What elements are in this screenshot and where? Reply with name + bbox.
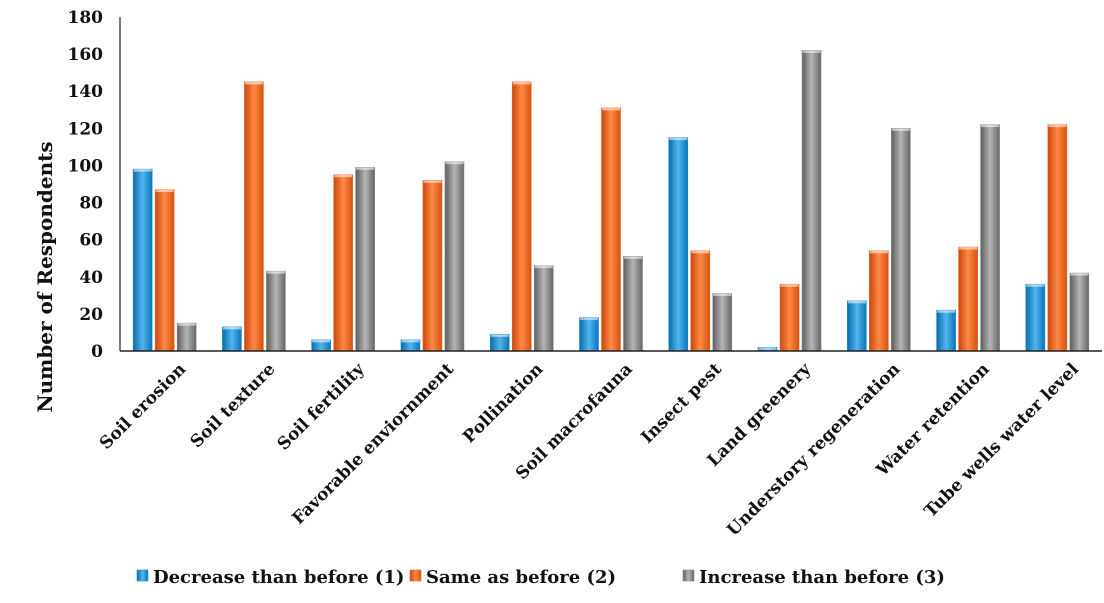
bar-series-2-11	[1047, 124, 1068, 352]
legend-label: Same as before (2)	[426, 567, 616, 588]
bar-series-1-9	[847, 300, 867, 352]
bar-highlight	[356, 167, 375, 170]
bar-series-2-4	[422, 179, 443, 352]
bar-highlight	[691, 250, 710, 254]
bar-series-3-9	[891, 128, 911, 352]
bar-series-3-7	[712, 293, 733, 352]
y-axis-ticks: 0 20 40 60 80 100 120 140 160 180	[68, 8, 104, 362]
category-label: Soil fertility	[274, 359, 370, 455]
bar-series-2-2	[244, 81, 264, 352]
bar-series-3-11	[1069, 272, 1090, 352]
bar-highlight	[802, 50, 821, 53]
category-label: Favorable enviornment	[289, 359, 459, 529]
bar-highlight	[1026, 284, 1045, 287]
bar-highlight	[177, 323, 196, 326]
bar-highlight	[244, 81, 263, 85]
bar-series-2-5	[511, 81, 532, 352]
legend: Decrease than before (1) Same as before (…	[136, 567, 945, 588]
bar-highlight	[959, 247, 978, 250]
bar-series-2-8	[779, 283, 800, 352]
bar-series-1-10	[936, 309, 956, 352]
bar-highlight	[780, 284, 799, 287]
bar-highlight	[937, 310, 956, 313]
bar-highlight	[1048, 124, 1067, 128]
y-tick-label: 180	[68, 8, 104, 28]
bar-series-3-5	[533, 265, 554, 352]
category-label: Insect pest	[637, 359, 725, 447]
bar-highlight	[602, 107, 620, 111]
bar-series-1-7	[668, 137, 689, 352]
y-tick-label: 140	[68, 82, 104, 102]
y-tick-label: 120	[68, 119, 104, 139]
category-label: Understory regeneration	[723, 359, 904, 540]
y-tick-label: 20	[79, 305, 103, 325]
y-tick-label: 80	[79, 194, 103, 214]
bars	[132, 50, 1090, 352]
bar-series-2-6	[601, 107, 621, 352]
bar-highlight	[891, 128, 910, 131]
legend-label: Decrease than before (1)	[153, 567, 404, 588]
bar-highlight	[490, 334, 509, 337]
bar-highlight	[512, 81, 531, 85]
y-tick-label: 160	[68, 45, 104, 65]
bar-highlight	[133, 169, 152, 172]
bar-highlight	[445, 161, 464, 165]
bar-highlight	[758, 347, 777, 350]
bar-highlight	[869, 250, 888, 254]
bar-series-1-11	[1025, 283, 1046, 352]
bar-series-2-3	[333, 174, 353, 352]
bar-series-3-2	[266, 270, 286, 352]
bar-series-3-10	[980, 124, 1000, 352]
legend-swatch	[136, 569, 149, 582]
legend-label: Increase than before (3)	[699, 567, 945, 588]
bar-highlight	[624, 256, 642, 259]
bar-series-2-9	[869, 250, 889, 352]
bar-series-1-5	[489, 333, 510, 352]
bar-highlight	[312, 339, 331, 343]
bar-highlight	[423, 180, 442, 183]
bar-highlight	[155, 189, 174, 193]
bar-series-1-2	[222, 326, 242, 352]
bar-series-3-1	[176, 322, 197, 352]
legend-swatch	[682, 569, 695, 582]
bar-highlight	[580, 317, 598, 321]
y-axis-title: Number of Respondents	[33, 141, 57, 412]
category-label: Pollination	[459, 359, 547, 447]
bar-highlight	[534, 265, 553, 269]
bar-series-2-1	[154, 189, 175, 352]
category-label: Tube wells water level	[921, 359, 1084, 522]
bar-highlight	[334, 174, 353, 178]
bar-highlight	[847, 300, 866, 304]
bar-highlight	[401, 339, 420, 343]
bar-series-2-10	[958, 246, 978, 352]
bar-series-1-6	[579, 317, 599, 352]
bar-series-3-6	[623, 256, 643, 352]
y-tick-label: 40	[79, 268, 103, 288]
y-tick-label: 100	[68, 156, 104, 176]
bar-series-3-4	[444, 161, 465, 352]
bar-series-2-7	[690, 250, 711, 352]
bar-series-3-8	[801, 50, 822, 352]
bar-highlight	[981, 124, 1000, 128]
bar-highlight	[1070, 273, 1089, 276]
bar-highlight	[669, 137, 688, 141]
bar-highlight	[222, 326, 241, 330]
category-label: Soil texture	[187, 359, 280, 452]
bar-highlight	[713, 293, 732, 296]
category-label: Soil erosion	[96, 359, 190, 453]
bar-highlight	[266, 271, 285, 274]
bar-series-3-3	[355, 167, 375, 352]
legend-swatch	[409, 569, 422, 582]
y-tick-label: 0	[91, 342, 103, 362]
y-tick-label: 60	[79, 231, 103, 251]
bar-series-1-1	[132, 168, 153, 352]
